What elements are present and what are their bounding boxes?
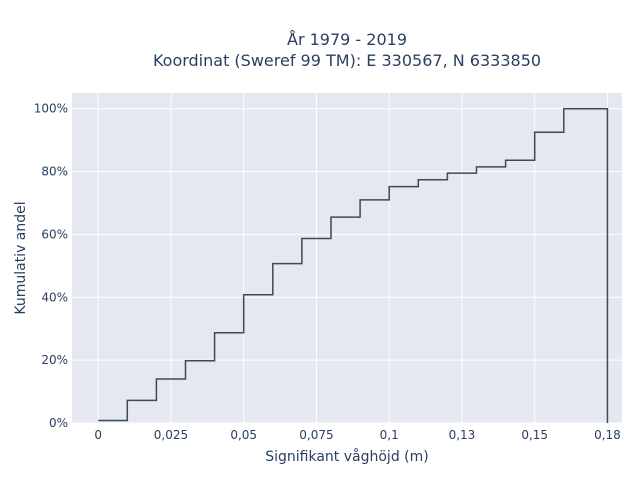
x-tick-label: 0,18 [594,428,621,442]
y-tick-labels: 0% 20% 40% 60% 80% 100% [34,102,68,430]
y-tick-label: 40% [41,290,68,304]
x-tick-label: 0 [94,428,102,442]
x-tick-label: 0,075 [299,428,333,442]
y-tick-label: 0% [49,416,68,430]
x-tick-label: 0,025 [154,428,188,442]
y-axis-title: Kumulativ andel [13,201,29,314]
chart-title-line2: Koordinat (Sweref 99 TM): E 330567, N 63… [153,51,541,70]
x-tick-label: 0,05 [230,428,257,442]
y-tick-label: 20% [41,353,68,367]
y-tick-label: 60% [41,227,68,241]
chart-title-line1: År 1979 - 2019 [287,30,407,49]
plot-area [72,93,622,423]
x-tick-label: 0,1 [380,428,399,442]
cumulative-step-line [98,107,609,423]
x-tick-label: 0,13 [449,428,476,442]
x-axis-title: Signifikant våghöjd (m) [265,448,428,465]
y-gridlines [72,108,622,424]
x-tick-labels: 0 0,025 0,05 0,075 0,1 0,13 0,15 0,18 [94,428,620,442]
y-tick-label: 100% [34,102,68,116]
y-tick-label: 80% [41,165,68,179]
x-tick-label: 0,15 [521,428,548,442]
